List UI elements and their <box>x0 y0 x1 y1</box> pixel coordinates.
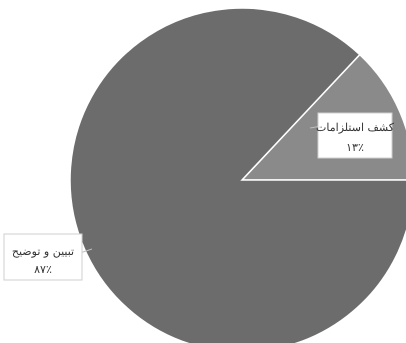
slice-label-kashf: کشف استلزامات ۱۳٪ <box>309 112 395 159</box>
pie-slice-tabyin <box>69 7 406 343</box>
slice-label-kashf-value: ۱۳٪ <box>346 141 364 154</box>
slice-label-tabyin: تبیین و توضیح ۸۷٪ <box>3 233 93 281</box>
slice-label-tabyin-value: ۸۷٪ <box>34 263 52 276</box>
slice-label-tabyin-name: تبیین و توضیح <box>12 245 74 258</box>
slice-label-kashf-name: کشف استلزامات <box>316 121 395 134</box>
